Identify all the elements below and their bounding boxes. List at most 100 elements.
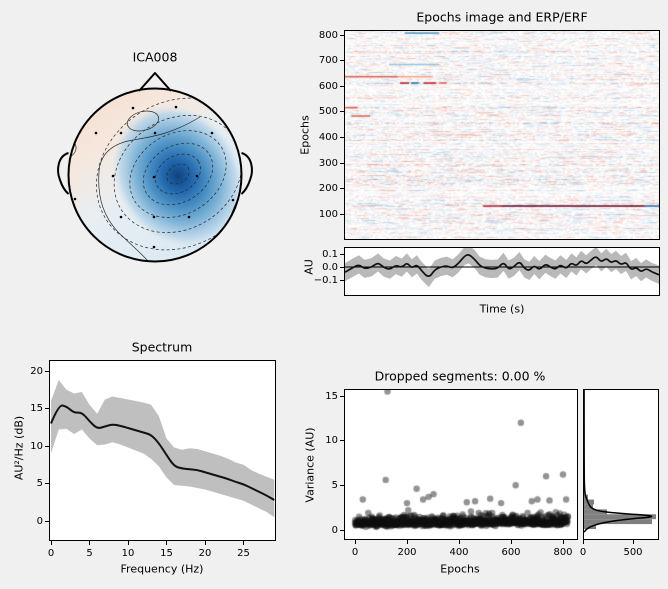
tick-label: −0.1 <box>313 274 338 286</box>
variance-scatter-canvas <box>345 390 577 539</box>
tick-mark <box>45 408 49 409</box>
tick-label: 0 <box>579 547 587 558</box>
tick-label: 10 <box>325 435 338 447</box>
tick-label: 0 <box>331 524 338 536</box>
electrode-dot <box>94 131 98 135</box>
topomap-head-svg <box>57 72 253 263</box>
tick-mark <box>340 188 344 190</box>
tick-mark <box>45 520 49 522</box>
electrode-dot <box>187 215 191 219</box>
tick-label: 20 <box>198 548 212 559</box>
electrode-dot <box>111 174 115 178</box>
tick-mark <box>127 541 129 545</box>
electrode-dot <box>131 106 135 110</box>
spectrum-xlabel: Frequency (Hz) <box>120 562 204 576</box>
tick-mark <box>166 541 167 545</box>
erp-trace-svg <box>345 248 659 288</box>
tick-mark <box>632 540 634 544</box>
topomap-title: ICA008 <box>132 49 178 65</box>
tick-mark <box>458 540 460 544</box>
tick-label: 0 <box>351 547 359 558</box>
variance-title: Dropped segments: 0.00 % <box>374 368 546 384</box>
left-ear <box>57 152 70 195</box>
tick-label: 600 <box>318 80 338 92</box>
tick-mark <box>510 540 512 544</box>
spectrum-title: Spectrum <box>131 339 193 355</box>
tick-label: 0.0 <box>322 261 338 273</box>
tick-label: 200 <box>318 183 338 195</box>
tick-label: 800 <box>318 29 338 41</box>
tick-mark <box>89 541 90 545</box>
histogram-panel <box>583 389 659 540</box>
head-outline <box>67 87 243 263</box>
tick-label: 5 <box>331 479 338 491</box>
tick-label: 0 <box>36 515 43 527</box>
variance-xlabel: Epochs <box>440 562 480 576</box>
tick-mark <box>45 370 49 372</box>
tick-mark <box>340 60 344 62</box>
electrode-dot <box>152 245 156 249</box>
tick-mark <box>340 111 344 113</box>
tick-label: 700 <box>318 55 338 67</box>
electrode-dot <box>119 131 123 135</box>
tick-label: 25 <box>237 548 250 559</box>
tick-mark <box>340 529 344 531</box>
spectrum-panel <box>49 360 276 541</box>
tick-mark <box>340 395 344 397</box>
tick-label: 200 <box>397 547 417 558</box>
erp-panel <box>344 247 660 296</box>
tick-label: 15 <box>325 390 338 402</box>
tick-label: 500 <box>623 547 643 558</box>
tick-label: 15 <box>30 403 43 414</box>
tick-label: 300 <box>318 157 338 169</box>
right-ear <box>240 152 253 195</box>
tick-mark <box>354 540 356 544</box>
tick-label: 10 <box>121 548 135 559</box>
tick-label: 5 <box>36 478 43 489</box>
tick-label: 500 <box>318 106 338 118</box>
tick-mark <box>340 279 344 281</box>
tick-mark <box>340 253 344 255</box>
variance-histogram-svg <box>584 390 656 533</box>
electrode-dot <box>174 105 178 109</box>
spectrum-svg <box>50 380 275 518</box>
tick-label: 0.1 <box>322 248 338 260</box>
topomap-field <box>68 88 242 262</box>
tick-label: 600 <box>501 547 521 558</box>
tick-mark <box>204 541 206 545</box>
tick-mark <box>340 484 344 486</box>
electrode-dots <box>73 105 235 249</box>
nose <box>138 72 172 92</box>
tick-mark <box>340 34 344 36</box>
epochs-image-panel <box>344 30 660 240</box>
electrode-dot <box>210 131 214 135</box>
tick-label: 400 <box>449 547 469 558</box>
epochs-image-canvas <box>345 31 659 239</box>
tick-label: 0 <box>47 548 55 559</box>
tick-label: 10 <box>30 440 43 452</box>
epochs-image-title: Epochs image and ERP/ERF <box>416 9 588 25</box>
tick-label: 15 <box>160 548 173 559</box>
tick-mark <box>243 541 244 545</box>
electrode-dot <box>153 131 157 135</box>
electrode-dot <box>195 174 199 178</box>
tick-mark <box>406 540 408 544</box>
variance-panel <box>344 389 578 540</box>
tick-mark <box>340 213 344 215</box>
tick-mark <box>340 440 344 442</box>
tick-label: 5 <box>86 548 93 559</box>
tick-label: 100 <box>318 208 338 220</box>
electrode-dot <box>73 197 77 201</box>
tick-label: 20 <box>30 365 43 377</box>
tick-mark <box>340 85 344 87</box>
electrode-dot <box>152 215 156 219</box>
electrode-dot <box>119 215 123 219</box>
electrode-dot <box>231 198 235 202</box>
electrode-dot <box>152 175 156 179</box>
tick-mark <box>45 445 49 447</box>
tick-mark <box>562 540 564 544</box>
erp-xlabel: Time (s) <box>479 302 525 316</box>
tick-mark <box>582 540 584 544</box>
tick-mark <box>340 266 344 268</box>
